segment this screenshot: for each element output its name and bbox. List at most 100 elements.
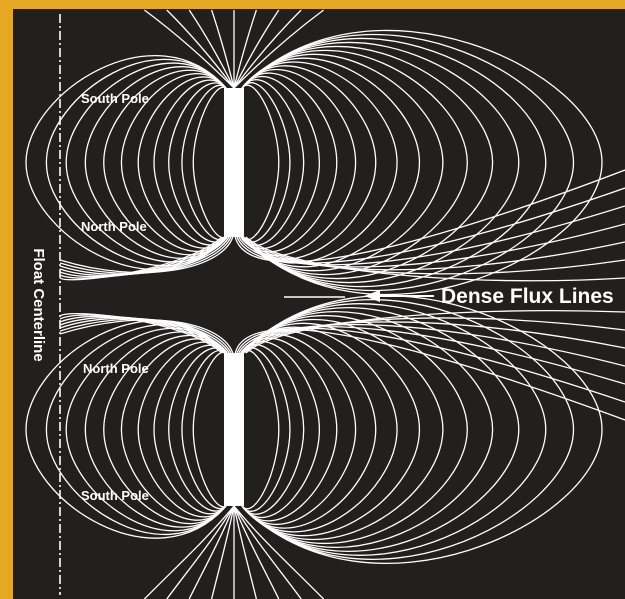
bottom-exit-flux-2: [188, 505, 235, 599]
upper-flux-right-3: [241, 79, 305, 246]
upper-flux-right-2: [241, 82, 291, 243]
lower-flux-right-9: [241, 322, 421, 537]
upper-flux-right-15: [241, 33, 575, 292]
upper-flux-left-9: [65, 62, 227, 263]
gap-flux-lower-4: [241, 321, 625, 354]
gap-flux-left-lower-3: [59, 316, 228, 354]
dense-flux-label: Dense Flux Lines: [441, 285, 614, 308]
gap-flux-left-upper-5: [59, 236, 225, 279]
upper-flux-right-11: [241, 49, 468, 276]
upper-flux-left-2: [181, 84, 227, 241]
bottom-exit-flux-3: [210, 505, 235, 599]
upper-flux-left-4: [153, 79, 227, 246]
bottom-exit-flux-1: [166, 505, 235, 599]
bottom-exit-flux-7: [233, 505, 302, 599]
gap-flux-left-upper-3: [59, 236, 228, 277]
gap-flux-upper-2: [238, 205, 625, 266]
gap-flux-upper-1: [236, 187, 625, 264]
top-exit-flux-7: [233, 9, 302, 89]
lower-north-pole-label: North Pole: [83, 361, 149, 376]
lower-flux-left-6: [120, 338, 227, 521]
gap-flux-left-upper-0: [59, 236, 234, 274]
upper-flux-right-12: [241, 45, 494, 280]
upper-flux-left-8: [84, 66, 227, 259]
lower-flux-left-1: [192, 351, 227, 508]
lower-flux-right-12: [241, 310, 494, 549]
gap-flux-upper-0: [234, 169, 625, 263]
upper-flux-left-3: [168, 82, 227, 243]
bottom-exit-flux-0: [143, 505, 235, 599]
upper-flux-right-1: [241, 84, 280, 241]
gap-flux-lower-1: [236, 327, 625, 403]
lower-south-pole-label: South Pole: [81, 488, 149, 503]
gap-flux-left-upper-6: [59, 236, 223, 281]
lower-magnet: [224, 353, 244, 506]
lower-flux-left-9: [65, 327, 227, 532]
upper-flux-left-1: [192, 86, 227, 239]
gap-flux-left-lower-5: [59, 314, 225, 354]
lower-flux-left-2: [181, 349, 227, 510]
upper-flux-right-10: [241, 53, 444, 272]
lower-flux-right-6: [241, 333, 357, 526]
upper-south-pole-label: South Pole: [81, 91, 149, 106]
gap-flux-lower-0: [234, 328, 625, 421]
upper-flux-right-14: [241, 37, 547, 288]
gap-flux-upper-3: [240, 223, 625, 268]
lower-flux-right-4: [241, 340, 321, 519]
gap-flux-upper-5: [243, 236, 625, 275]
lower-flux-left-4: [153, 344, 227, 515]
upper-flux-right-4: [241, 75, 321, 250]
upper-flux-left-7: [103, 69, 227, 256]
upper-flux-right-5: [241, 72, 338, 253]
flux-lines: [25, 9, 625, 599]
lower-flux-left-10: [45, 323, 227, 536]
gap-flux-left-upper-4: [59, 236, 227, 278]
upper-flux-left-5: [137, 76, 227, 249]
top-exit-flux-6: [233, 9, 280, 89]
upper-north-pole-label: North Pole: [81, 219, 147, 234]
gap-flux-lower-6: [245, 309, 625, 354]
lower-flux-left-7: [103, 334, 227, 525]
upper-flux-right-16: [241, 29, 603, 296]
gap-flux-lower-5: [243, 317, 625, 354]
lower-flux-left-3: [168, 347, 227, 512]
lower-flux-right-13: [241, 307, 520, 552]
gap-flux-left-lower-6: [59, 312, 223, 354]
lower-flux-right-3: [241, 344, 305, 515]
lower-flux-right-1: [241, 349, 280, 510]
bottom-exit-flux-8: [233, 505, 325, 599]
gap-flux-left-lower-2: [59, 317, 230, 354]
upper-flux-left-6: [120, 73, 227, 252]
upper-flux-right-13: [241, 42, 520, 283]
upper-magnet: [224, 88, 244, 237]
arrow-left-icon: [364, 290, 434, 302]
bottom-exit-flux-6: [233, 505, 280, 599]
lower-flux-right-10: [241, 319, 444, 540]
lower-flux-right-2: [241, 347, 291, 512]
top-exit-flux-3: [210, 9, 235, 89]
gap-flux-left-upper-2: [59, 236, 230, 275]
gap-flux-left-lower-4: [59, 315, 227, 354]
gap-flux-left-upper-1: [59, 236, 232, 275]
gap-flux-lower-3: [240, 324, 625, 367]
lower-flux-right-11: [241, 314, 468, 545]
lower-flux-left-5: [137, 341, 227, 518]
lower-flux-left-8: [84, 331, 227, 528]
top-exit-flux-5: [233, 9, 258, 89]
lower-flux-right-14: [241, 303, 547, 556]
upper-flux-right-9: [241, 57, 421, 268]
gap-flux-lower-2: [238, 326, 625, 385]
top-exit-flux-8: [233, 9, 324, 89]
lower-flux-right-15: [241, 299, 575, 560]
upper-flux-right-6: [241, 68, 357, 257]
gap-flux-upper-4: [241, 236, 625, 271]
gap-flux-upper-6: [245, 236, 625, 282]
bottom-exit-flux-5: [233, 505, 258, 599]
top-exit-flux-1: [166, 9, 235, 89]
upper-flux-left-10: [45, 58, 227, 267]
top-exit-flux-2: [188, 9, 235, 89]
lower-flux-right-5: [241, 337, 338, 522]
top-exit-flux-0: [144, 9, 235, 89]
